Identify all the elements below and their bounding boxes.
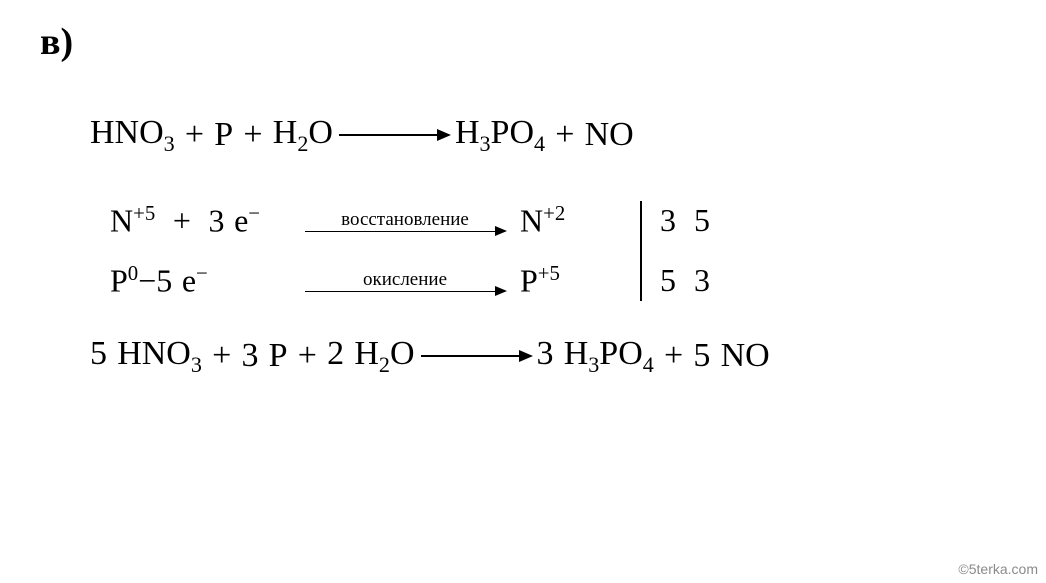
plus: + bbox=[185, 116, 204, 154]
term: P bbox=[214, 116, 233, 154]
oxidation-label: окисление bbox=[363, 270, 447, 289]
half-reaction-reduction: N+5 + 3e− восстановление N+2 bbox=[110, 197, 610, 245]
coeff-row: 3 5 bbox=[660, 197, 728, 245]
divider bbox=[640, 201, 642, 301]
reaction-arrow bbox=[421, 355, 531, 357]
plus: + bbox=[212, 337, 231, 375]
coefficient-column: 3 5 5 3 bbox=[660, 197, 728, 305]
coeff-row: 5 3 bbox=[660, 257, 728, 305]
half-reaction-oxidation: P0−5e− окисление P+5 bbox=[110, 257, 610, 305]
term: H3PO4 bbox=[455, 114, 545, 157]
page: в) HNO3 + P + H2O H3PO4 + NO N+5 + 3e− в… bbox=[0, 0, 1046, 398]
electron-balance: N+5 + 3e− восстановление N+2 P0−5e− окис… bbox=[110, 197, 986, 305]
equation-initial: HNO3 + P + H2O H3PO4 + NO bbox=[90, 114, 986, 157]
watermark: ©5terka.com bbox=[958, 561, 1038, 577]
reduction-label: восстановление bbox=[341, 210, 469, 229]
plus: + bbox=[664, 337, 683, 375]
plus: + bbox=[298, 337, 317, 375]
plus: + bbox=[243, 116, 262, 154]
term: 2H2O bbox=[327, 335, 414, 378]
term: NO bbox=[585, 116, 634, 154]
arrow-icon bbox=[305, 291, 505, 292]
term: 3H3PO4 bbox=[537, 335, 654, 378]
term: H2O bbox=[273, 114, 333, 157]
equation-final: 5HNO3 + 3P + 2H2O 3H3PO4 + 5NO bbox=[90, 335, 986, 378]
term: 3P bbox=[241, 337, 287, 375]
term: 5NO bbox=[693, 337, 769, 375]
arrow-icon bbox=[305, 231, 505, 232]
half-reactions: N+5 + 3e− восстановление N+2 P0−5e− окис… bbox=[110, 197, 610, 305]
plus: + bbox=[555, 116, 574, 154]
term: HNO3 bbox=[90, 114, 175, 157]
section-label: в) bbox=[40, 20, 986, 64]
reaction-arrow bbox=[339, 134, 449, 136]
term: 5HNO3 bbox=[90, 335, 202, 378]
